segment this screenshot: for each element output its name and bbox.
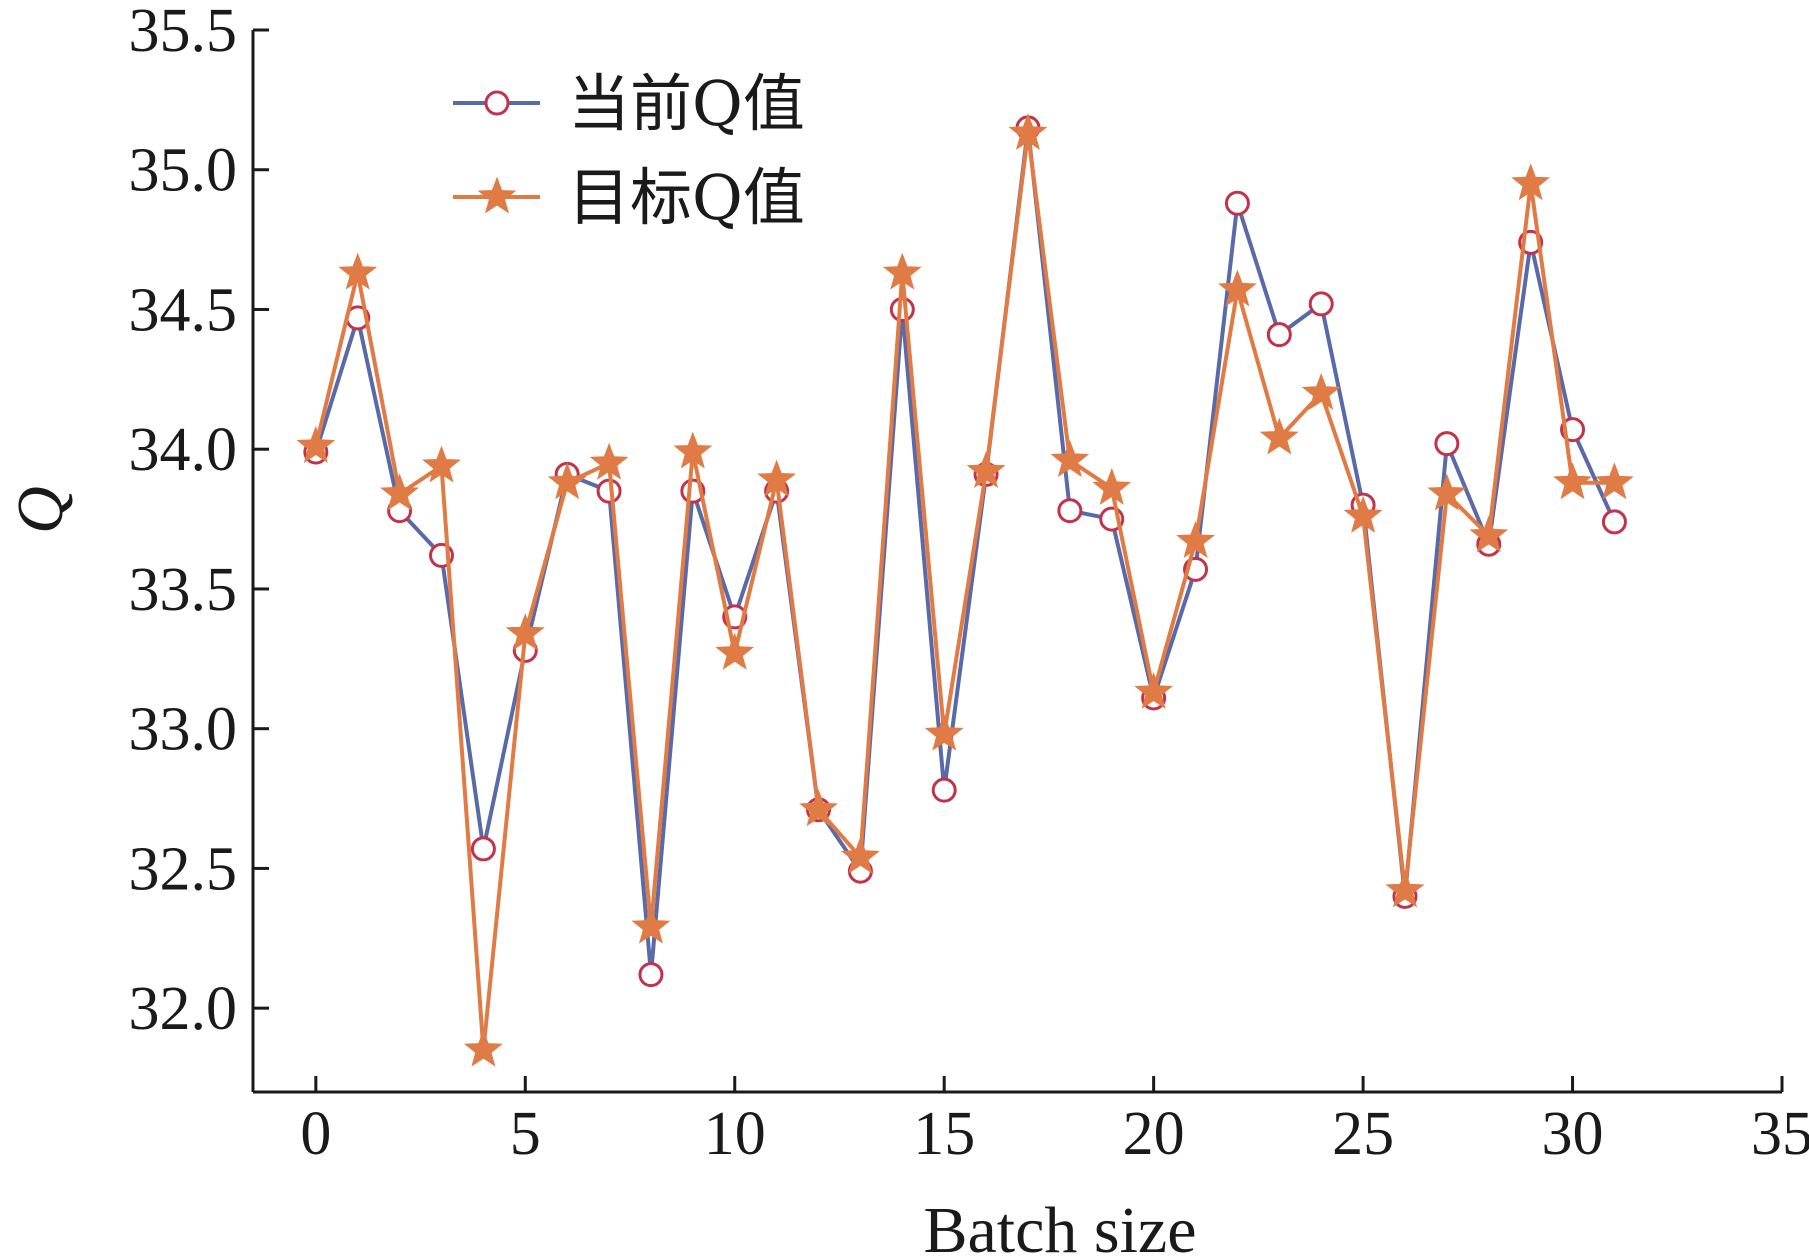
data-point	[1134, 671, 1174, 709]
data-point	[1427, 473, 1467, 511]
data-point	[1092, 467, 1132, 505]
data-point	[1595, 462, 1634, 500]
data-point	[296, 425, 336, 463]
series-star	[296, 112, 1634, 1067]
data-point	[1469, 515, 1509, 553]
data-point	[931, 777, 957, 803]
data-point	[1266, 322, 1292, 348]
data-point	[1008, 112, 1048, 150]
data-point	[1434, 431, 1460, 457]
data-point	[889, 296, 915, 322]
data-point	[638, 962, 664, 988]
data-point	[966, 451, 1006, 489]
data-point	[799, 789, 838, 827]
data-point	[1259, 417, 1299, 455]
data-point	[673, 431, 713, 469]
y-tick-label: 34.0	[129, 416, 238, 484]
data-point	[1308, 291, 1334, 317]
data-point	[757, 459, 797, 497]
data-point	[1224, 190, 1250, 216]
data-point	[715, 632, 755, 670]
data-point	[882, 252, 922, 290]
x-tick-label: 10	[704, 1100, 766, 1168]
data-point	[1601, 509, 1627, 535]
y-tick-label: 34.5	[129, 276, 238, 344]
data-point	[338, 252, 378, 290]
x-tick-label: 15	[913, 1100, 975, 1168]
y-tick-label: 32.5	[129, 835, 238, 903]
data-point	[1050, 439, 1090, 477]
y-tick-label: 35.5	[129, 0, 238, 65]
x-tick-label: 35	[1751, 1100, 1809, 1168]
data-point	[1553, 462, 1592, 500]
series-line	[313, 125, 1617, 977]
legend-marker	[484, 90, 510, 116]
legend-label: 当前Q值	[568, 67, 805, 140]
data-point	[547, 462, 587, 500]
x-tick-label: 0	[300, 1100, 331, 1168]
data-point	[1057, 498, 1083, 524]
y-tick-label: 33.0	[129, 696, 238, 764]
data-point	[1385, 870, 1425, 908]
y-axis-label: Q	[4, 486, 77, 534]
legend-label: 目标Q值	[568, 161, 805, 234]
data-point	[422, 445, 461, 483]
data-point	[1343, 495, 1383, 533]
x-axis-label: Batch size	[923, 1194, 1196, 1260]
series-layer	[296, 112, 1634, 1067]
x-tick-label: 5	[510, 1100, 541, 1168]
data-point	[505, 613, 545, 651]
x-tick-label: 25	[1332, 1100, 1394, 1168]
data-point	[1301, 372, 1341, 410]
x-tick-label: 30	[1542, 1100, 1604, 1168]
series-line	[313, 131, 1615, 1053]
x-tick-label: 20	[1123, 1100, 1185, 1168]
y-tick-label: 32.0	[129, 975, 238, 1043]
data-point	[1176, 520, 1215, 558]
data-point	[380, 473, 420, 511]
data-point	[924, 713, 964, 751]
data-point	[631, 906, 671, 944]
data-point	[840, 836, 880, 874]
data-point	[470, 836, 496, 862]
legend-marker	[477, 176, 517, 214]
axes: 0 5 10 15 20 25 30 35 32.0 32.5 33.0 33.5 34.0 34.5 35…	[129, 0, 1809, 1168]
data-point	[589, 442, 629, 480]
y-tick-label: 33.5	[129, 556, 238, 624]
data-point	[463, 1029, 503, 1067]
data-point	[1218, 269, 1257, 307]
y-tick-label: 35.0	[129, 137, 238, 205]
data-point	[1511, 163, 1551, 201]
